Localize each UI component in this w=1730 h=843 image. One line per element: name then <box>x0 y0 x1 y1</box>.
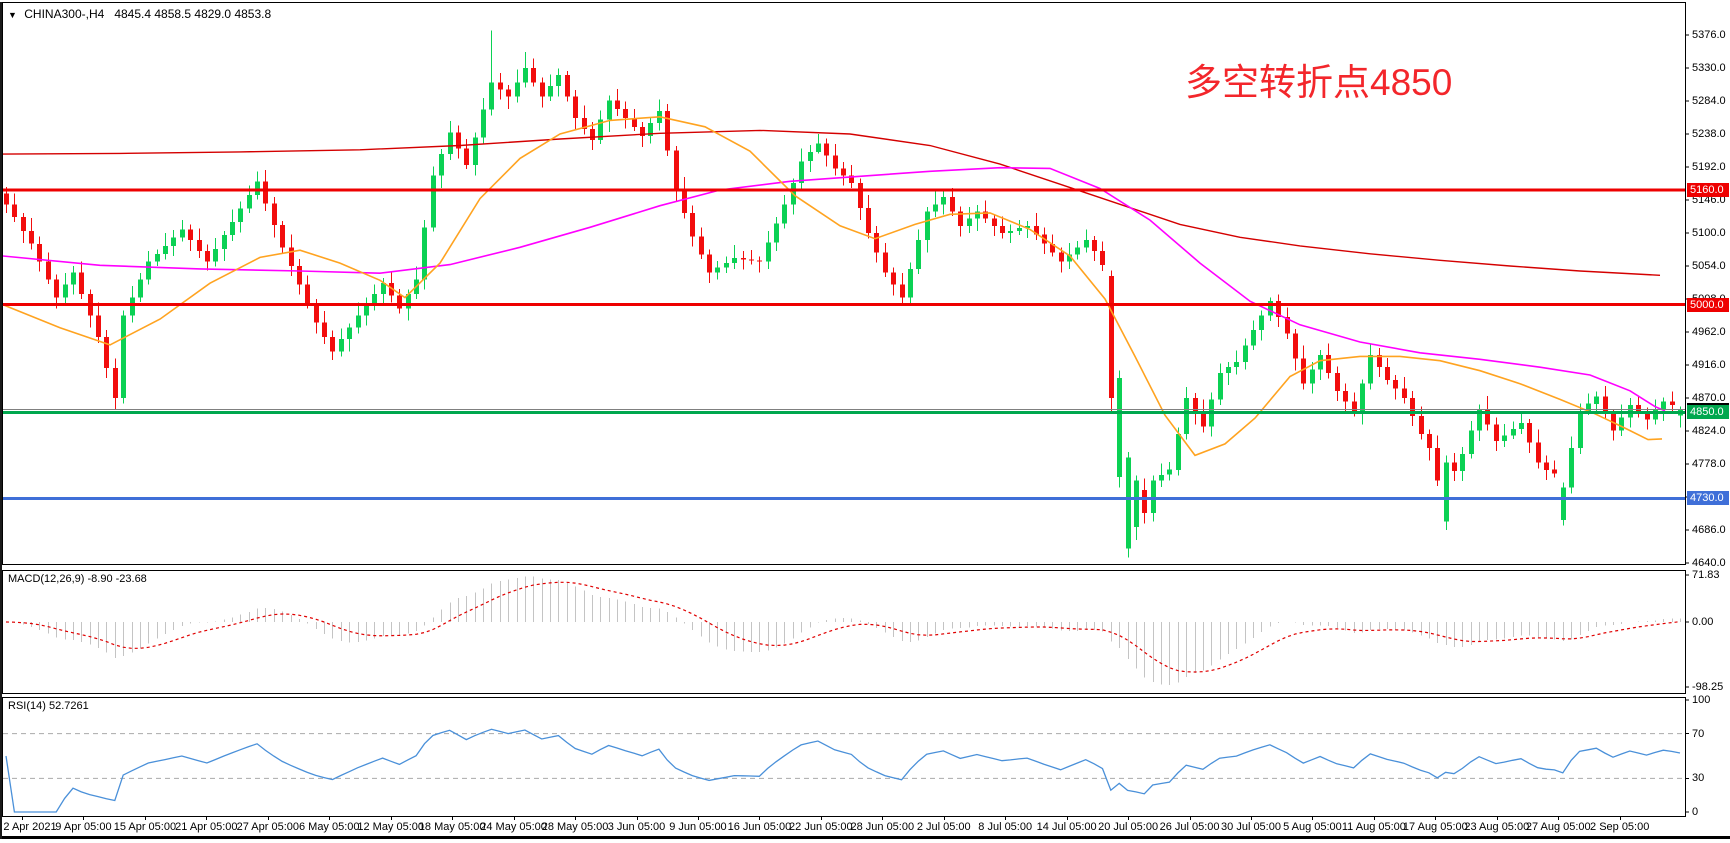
time-axis-label: 27 Apr 05:00 <box>236 821 299 833</box>
ohlc-values-label: 4845.4 4858.5 4829.0 4853.8 <box>114 7 272 21</box>
price-axis-tick: 4686.0 <box>1692 524 1726 536</box>
time-axis-label: 6 May 05:00 <box>298 821 360 833</box>
price-axis-tick: 5146.0 <box>1692 194 1726 206</box>
price-axis-tick: 5100.0 <box>1692 227 1726 239</box>
time-axis-label: 2 Sep 05:00 <box>1590 821 1650 833</box>
rsi-line <box>5 728 1681 813</box>
price-axis-tick: 4962.0 <box>1692 326 1726 338</box>
time-axis-label: 12 May 05:00 <box>357 821 425 833</box>
time-axis-label: 9 Jun 05:00 <box>669 821 727 833</box>
time-axis-label: 16 Jun 05:00 <box>727 821 792 833</box>
macd-axis-tick: -98.25 <box>1692 681 1724 693</box>
time-axis-label: 22 Jun 05:00 <box>789 821 853 833</box>
time-axis-label: 18 May 05:00 <box>418 821 486 833</box>
moving-averages-layer <box>2 115 1666 457</box>
level-price-badge: 4730.0 <box>1687 491 1729 506</box>
time-axis-label: 21 Apr 05:00 <box>175 821 238 833</box>
time-axis-label: 9 Apr 05:00 <box>55 821 112 833</box>
time-axis-label: 14 Jul 05:00 <box>1036 821 1097 833</box>
panel-borders <box>2 2 1686 817</box>
price-axis-tick: 4870.0 <box>1692 392 1726 404</box>
price-axis-tick: 5192.0 <box>1692 161 1726 173</box>
macd-signal-line <box>5 581 1681 673</box>
price-axis-tick: 5054.0 <box>1692 260 1726 272</box>
time-axis-label: 2 Apr 2021 <box>3 821 57 833</box>
price-axis-tick: 5330.0 <box>1692 62 1726 74</box>
time-axis-label: 17 Aug 05:00 <box>1402 821 1468 833</box>
time-axis-label: 24 May 05:00 <box>480 821 547 833</box>
rsi-axis-tick: 100 <box>1692 694 1711 706</box>
time-axis-label: 11 Aug 05:00 <box>1341 821 1406 833</box>
time-axis-label: 3 Jun 05:00 <box>607 821 666 833</box>
time-axis-label: 2 Jul 05:00 <box>916 821 971 833</box>
time-axis-label: 5 Aug 05:00 <box>1283 821 1342 833</box>
rsi-axis-tick: 0 <box>1692 806 1699 818</box>
time-axis-label: 8 Jul 05:00 <box>978 821 1033 833</box>
rsi-axis-tick: 30 <box>1692 772 1705 785</box>
level-price-badge: 5000.0 <box>1687 297 1729 312</box>
level-price-badge: 4850.0 <box>1687 405 1729 420</box>
candles-layer[interactable] <box>4 30 1683 558</box>
ma-slow-red <box>2 129 1661 276</box>
chart-text-annotation[interactable]: 多空转折点4850 <box>1185 62 1453 103</box>
time-axis-label: 28 Jun 05:00 <box>850 821 915 833</box>
level-price-badge: 5160.0 <box>1687 182 1729 197</box>
horizontal-level-lines[interactable] <box>3 188 1685 500</box>
price-axis-tick: 4640.0 <box>1692 557 1726 569</box>
chart-title-bar: ▼ CHINA300-,H4 4845.4 4858.5 4829.0 4853… <box>8 7 271 21</box>
price-axis-tick: 5284.0 <box>1692 95 1726 107</box>
price-axis-tick: 4778.0 <box>1692 458 1726 470</box>
rsi-indicator-label: RSI(14) 52.7261 <box>8 700 89 712</box>
time-axis-label: 26 Jul 05:00 <box>1159 821 1220 833</box>
macd-axis-tick: 71.83 <box>1692 569 1720 581</box>
price-axis-tick: 5376.0 <box>1692 29 1726 41</box>
time-axis-label: 28 May 05:00 <box>541 821 609 833</box>
ma-mid-magenta <box>2 166 1666 412</box>
chevron-down-icon[interactable]: ▼ <box>8 10 17 20</box>
time-axis-label: 30 Jul 05:00 <box>1221 821 1281 833</box>
time-axis-label: 27 Aug 05:00 <box>1525 821 1591 833</box>
price-axis-tick: 4916.0 <box>1692 359 1726 371</box>
symbol-period-label: CHINA300-,H4 <box>24 7 105 21</box>
rsi-level-lines <box>3 733 1685 779</box>
rsi-axis-tick: 70 <box>1692 727 1705 740</box>
macd-axis-tick: 0.00 <box>1692 616 1714 628</box>
time-axis-label: 15 Apr 05:00 <box>113 821 177 833</box>
ma-fast-orange <box>2 115 1663 457</box>
macd-histogram <box>14 576 1681 685</box>
macd-indicator-label: MACD(12,26,9) -8.90 -23.68 <box>8 573 147 585</box>
price-axis-tick: 5238.0 <box>1692 128 1726 140</box>
time-axis-label: 20 Jul 05:00 <box>1098 821 1159 833</box>
time-axis-label: 23 Aug 05:00 <box>1464 821 1530 833</box>
price-axis-tick: 4824.0 <box>1692 425 1726 437</box>
window-bottom-border <box>0 836 1730 839</box>
axis-ticks <box>22 34 1689 820</box>
window-left-border <box>0 2 2 839</box>
